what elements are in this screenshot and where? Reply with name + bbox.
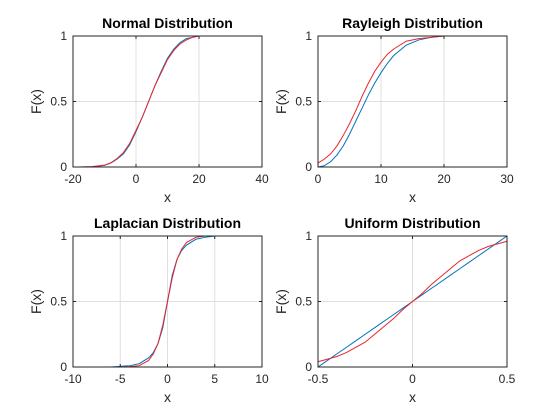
x-tick-label: 30 xyxy=(500,172,514,186)
y-tick-label: 0 xyxy=(60,360,67,374)
y-axis-label: F(x) xyxy=(273,89,289,114)
y-tick-label: 1 xyxy=(60,229,67,243)
y-axis-label: F(x) xyxy=(28,289,44,314)
x-axis-label: x xyxy=(164,189,171,205)
x-tick-label: -10 xyxy=(64,372,82,386)
x-tick-label: 20 xyxy=(437,172,451,186)
x-tick-label: 40 xyxy=(255,172,269,186)
chart-title: Laplacian Distribution xyxy=(94,215,241,231)
chart-title: Rayleigh Distribution xyxy=(342,15,483,31)
y-axis-label: F(x) xyxy=(273,289,289,314)
y-tick-label: 0 xyxy=(60,160,67,174)
y-tick-label: 0.5 xyxy=(295,295,312,309)
subplot-3: -10 -5 0 5 10 0 0.5 1 Laplacian Distribution x F(x… xyxy=(28,215,269,405)
x-tick-label: -20 xyxy=(64,172,82,186)
x-axis-label: x xyxy=(409,189,416,205)
series-line-2 xyxy=(120,235,215,368)
y-tick-label: 1 xyxy=(305,229,312,243)
y-tick-label: 0.5 xyxy=(50,95,67,109)
x-tick-label: -5 xyxy=(115,372,126,386)
chart-title: Uniform Distribution xyxy=(344,215,480,231)
x-tick-label: 10 xyxy=(374,172,388,186)
y-tick-label: 0.5 xyxy=(50,295,67,309)
x-tick-label: 0 xyxy=(133,172,140,186)
series-line-2 xyxy=(79,35,206,168)
x-axis-label: x xyxy=(409,389,416,405)
x-tick-label: 20 xyxy=(192,172,206,186)
x-tick-label: 0 xyxy=(315,172,322,186)
subplot-2: 0 10 20 30 0 0.5 1 Rayleigh Distribution x F(x) xyxy=(273,15,514,205)
y-tick-label: 0 xyxy=(305,360,312,374)
chart-title: Normal Distribution xyxy=(102,15,233,31)
x-tick-label: 10 xyxy=(255,372,269,386)
x-tick-label: 0.5 xyxy=(499,372,516,386)
x-tick-label: 5 xyxy=(211,372,218,386)
x-tick-label: 0 xyxy=(409,372,416,386)
x-axis-label: x xyxy=(164,389,171,405)
x-tick-label: 0 xyxy=(164,372,171,386)
x-tick-label: -0.5 xyxy=(308,372,329,386)
y-axis-label: F(x) xyxy=(28,89,44,114)
y-tick-label: 0 xyxy=(305,160,312,174)
series-line-2 xyxy=(317,240,508,363)
y-tick-label: 0.5 xyxy=(295,95,312,109)
series-line-2 xyxy=(317,35,470,164)
y-tick-label: 1 xyxy=(60,29,67,43)
y-tick-label: 1 xyxy=(305,29,312,43)
